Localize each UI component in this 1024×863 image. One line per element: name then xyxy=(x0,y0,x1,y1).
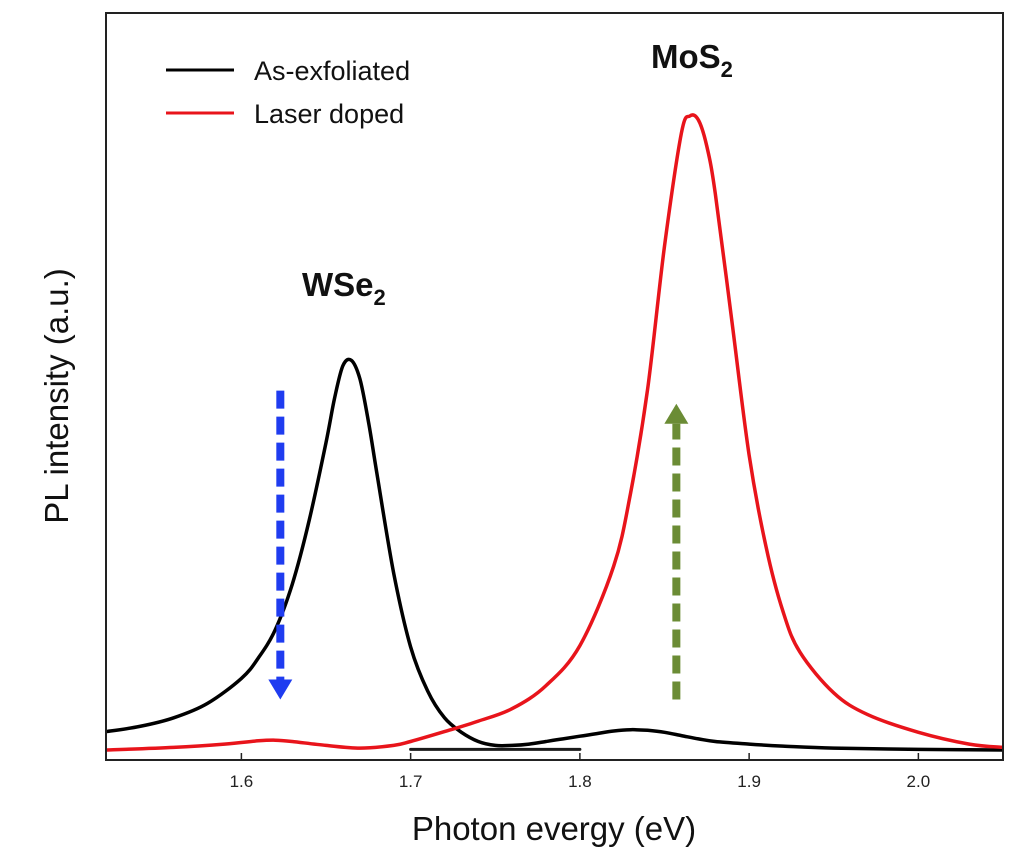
increase-arrow-head xyxy=(664,403,689,424)
x-tick-label-1.6: 1.6 xyxy=(230,772,254,791)
peak-label-mos2-main: MoS xyxy=(651,38,721,75)
peak-label-wse2-main: WSe xyxy=(302,266,374,303)
series-line-laser-doped xyxy=(106,113,1003,752)
x-tick-label-1.8: 1.8 xyxy=(568,772,592,791)
arrow-layer xyxy=(268,390,689,700)
peak-label-mos2: MoS2 xyxy=(651,38,733,82)
decrease-arrow xyxy=(268,390,293,700)
legend-label-as-exfoliated: As-exfoliated xyxy=(254,56,410,86)
increase-arrow xyxy=(664,403,689,700)
x-tick-label-2.0: 2.0 xyxy=(907,772,931,791)
peak-label-mos2-subscript: 2 xyxy=(721,57,733,82)
x-tick-label-1.7: 1.7 xyxy=(399,772,423,791)
x-axis-ticks: 1.6 1.7 1.8 1.9 2.0 xyxy=(230,753,931,791)
legend-label-laser-doped: Laser doped xyxy=(254,99,404,129)
plot-frame xyxy=(105,12,1004,761)
x-tick-label-1.9: 1.9 xyxy=(737,772,761,791)
series-layer xyxy=(106,113,1003,752)
x-axis-label: Photon evergy (eV) xyxy=(412,810,696,847)
series-line-as-exfoliated xyxy=(106,357,1003,752)
y-axis-label: PL intensity (a.u.) xyxy=(38,268,75,524)
decrease-arrow-head xyxy=(268,679,293,700)
legend: As-exfoliated Laser doped xyxy=(166,56,410,129)
peak-label-wse2-subscript: 2 xyxy=(374,285,386,310)
peak-label-wse2: WSe2 xyxy=(302,266,386,310)
